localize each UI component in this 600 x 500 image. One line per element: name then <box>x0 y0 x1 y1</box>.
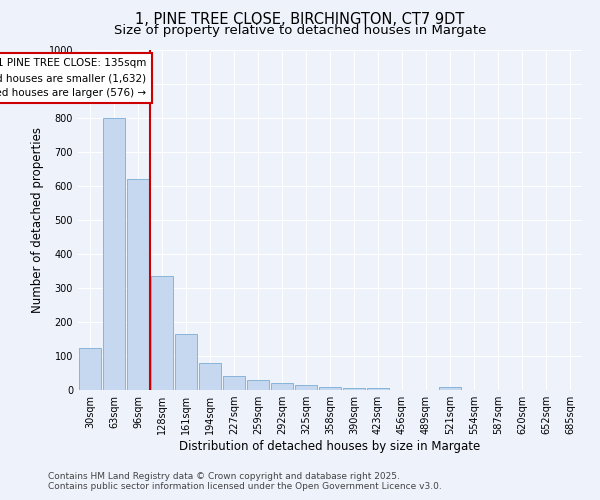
Bar <box>271 382 293 390</box>
Bar <box>151 276 173 390</box>
Bar <box>199 363 221 390</box>
Bar <box>343 388 365 390</box>
Text: 1 PINE TREE CLOSE: 135sqm
← 74% of detached houses are smaller (1,632)
26% of se: 1 PINE TREE CLOSE: 135sqm ← 74% of detac… <box>0 58 146 98</box>
Text: Contains HM Land Registry data © Crown copyright and database right 2025.
Contai: Contains HM Land Registry data © Crown c… <box>48 472 442 491</box>
Text: Size of property relative to detached houses in Margate: Size of property relative to detached ho… <box>114 24 486 37</box>
Bar <box>223 376 245 390</box>
Bar <box>319 388 341 390</box>
X-axis label: Distribution of detached houses by size in Margate: Distribution of detached houses by size … <box>179 440 481 453</box>
Y-axis label: Number of detached properties: Number of detached properties <box>31 127 44 313</box>
Bar <box>439 388 461 390</box>
Bar <box>127 179 149 390</box>
Bar <box>79 348 101 390</box>
Bar <box>103 118 125 390</box>
Bar <box>247 380 269 390</box>
Bar <box>175 334 197 390</box>
Bar <box>367 388 389 390</box>
Bar <box>295 385 317 390</box>
Text: 1, PINE TREE CLOSE, BIRCHINGTON, CT7 9DT: 1, PINE TREE CLOSE, BIRCHINGTON, CT7 9DT <box>136 12 464 28</box>
